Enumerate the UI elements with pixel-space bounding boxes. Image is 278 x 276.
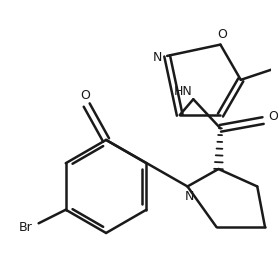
Text: HN: HN xyxy=(174,85,193,98)
Text: O: O xyxy=(268,110,278,123)
Text: N: N xyxy=(153,51,162,64)
Text: O: O xyxy=(217,28,227,41)
Text: Br: Br xyxy=(19,221,33,234)
Text: N: N xyxy=(185,190,194,203)
Text: O: O xyxy=(80,89,90,102)
